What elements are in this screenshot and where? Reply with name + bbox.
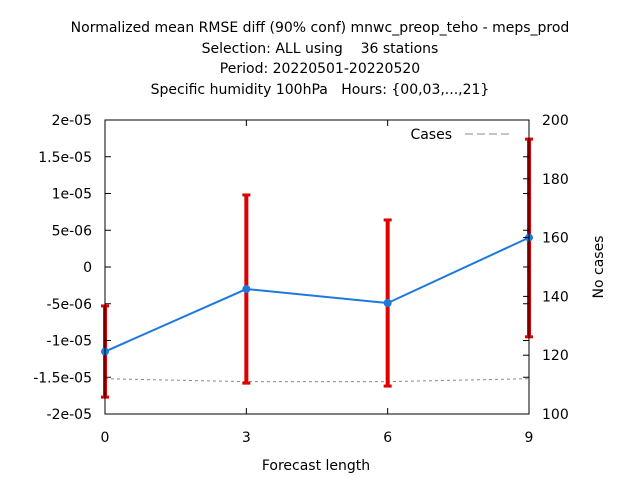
y-axis-right: 100 120 140 160 180 200 [523,113,569,423]
mean-diff-line [104,236,530,353]
y-tick-label: -5e-06 [47,297,93,313]
data-point [242,285,251,294]
y2-axis-label: No cases [591,236,607,299]
y-tick-label: -1.5e-05 [33,370,92,386]
legend-label-cases: Cases [410,127,452,143]
y2-tick-label: 160 [542,231,569,247]
x-tick-label: 3 [242,430,251,446]
chart-subtitle-parameter: Specific humidity 100hPa Hours: {00,03,.… [150,81,490,98]
y2-tick-label: 100 [542,407,569,423]
chart-title-block: Normalized mean RMSE diff (90% conf) mnw… [0,18,640,100]
y-tick-label: 1e-05 [52,187,92,203]
y2-tick-label: 140 [542,289,569,305]
y2-tick-label: 200 [542,113,569,129]
cases-line [104,378,530,383]
chart-subtitle-period: Period: 20220501-20220520 [219,61,421,77]
y-tick-label: -2e-05 [47,407,92,423]
y-tick-label: 2e-05 [52,113,92,129]
y-tick-label: -1e-05 [47,334,92,350]
mean-diff-series [101,137,533,399]
y-axis-left: -2e-05 -1.5e-05 -1e-05 -5e-06 0 5e-06 1e-05 1.5… [33,113,529,423]
chart-subtitle-selection: Selection: ALL using 36 stations [201,40,439,57]
cases-series [104,378,530,383]
y-tick-label: 1.5e-05 [38,150,92,166]
x-tick-label: 0 [101,430,110,446]
y2-tick-label: 180 [542,172,569,188]
x-axis: 0 3 6 9 [101,120,534,446]
data-point [383,299,392,308]
y-tick-label: 5e-06 [52,223,92,239]
x-axis-label: Forecast length [262,458,370,474]
y-tick-label: 0 [83,260,92,276]
legend: Cases [410,127,512,143]
y2-tick-label: 120 [542,348,569,364]
x-tick-label: 6 [383,430,392,446]
x-tick-label: 9 [525,430,534,446]
chart-title: Normalized mean RMSE diff (90% conf) mnw… [70,20,570,36]
